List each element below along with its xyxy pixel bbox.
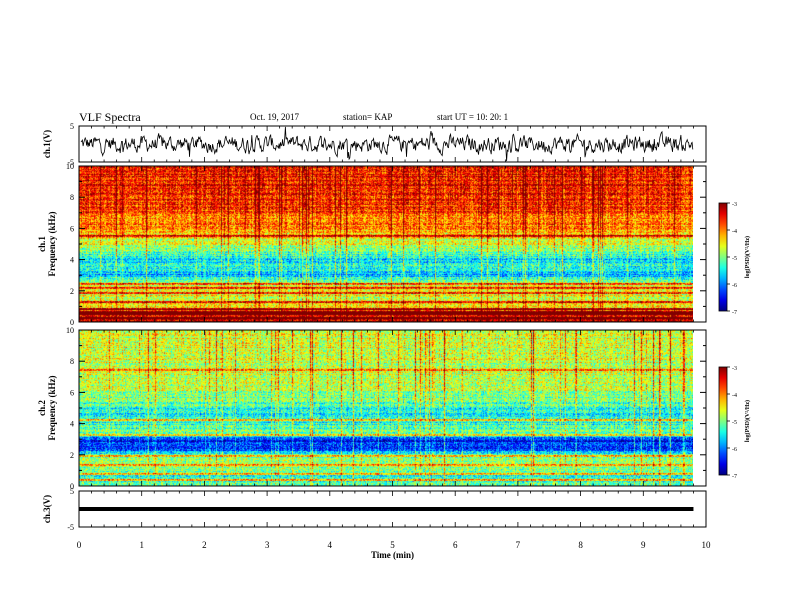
ch2-spectrogram-ytick-label: 2 (70, 451, 74, 460)
axis-ticks (78, 125, 707, 528)
station-label: station= KAP (343, 112, 393, 122)
ch2-spectrogram-ytick-label: 8 (70, 357, 74, 366)
ch1-spectrogram-colorbar-tick-label: -6 (732, 283, 737, 289)
observation-date: Oct. 19, 2017 (250, 112, 299, 122)
xtick-label: 7 (516, 540, 521, 550)
ch2-spectrogram-colorbar-tick-label: -3 (732, 366, 737, 372)
ch3-waveform-ytick-label: 5 (70, 487, 74, 496)
ch1-spectrogram-ytick-label: 8 (70, 193, 74, 202)
ch1-waveform-ytick-label: 5 (70, 122, 74, 131)
ch1-spectrogram-colorbar-tick-label: -7 (732, 310, 737, 316)
ch1-spectrogram-colorbar (718, 202, 728, 312)
ch1-spectrogram-image (79, 166, 693, 322)
ch1-spectrogram-colorbar-label: log(PSD)(V²/Hz) (744, 236, 751, 278)
start-time-label: start UT = 10: 20: 1 (437, 112, 509, 122)
chart-title: VLF Spectra (79, 110, 141, 124)
x-axis-label: Time (min) (371, 550, 414, 560)
ch2-spectrogram-ylabel: ch.2 (37, 400, 47, 416)
colorbars: -3 -4 -5 -6 -7 log(PSD)(V²/Hz) -3 -4 -5 -6 -7 log(P… (718, 202, 751, 480)
ch2-spectrogram-colorbar-label: log(PSD)(V²/Hz) (744, 400, 751, 442)
spectrogram-images (79, 166, 693, 486)
waveform-traces (79, 126, 694, 511)
ch2-spectrogram-ytick-label: 0 (70, 482, 74, 491)
ch1-waveform-trace (80, 126, 694, 162)
ch1-spectrogram-colorbar-tick-label: -3 (732, 202, 737, 208)
xtick-label: 9 (641, 540, 646, 550)
xtick-label: 1 (139, 540, 144, 550)
xtick-label: 0 (77, 540, 82, 550)
ch1-waveform-ylabel: ch.1(V) (42, 130, 52, 158)
ch1-spectrogram-colorbar-tick-label: -5 (732, 256, 737, 262)
ch1-waveform-ytick-label: -5 (67, 158, 74, 167)
xtick-label: 5 (390, 540, 395, 550)
ch2-spectrogram-ytick-label: 4 (70, 420, 74, 429)
ch1-spectrogram-ytick-label: 0 (70, 318, 74, 327)
ch1-spectrogram-ylabel: ch.1 (37, 236, 47, 252)
xtick-label: 3 (265, 540, 270, 550)
xtick-label: 8 (578, 540, 583, 550)
ch2-spectrogram-colorbar-tick-label: -4 (732, 393, 737, 399)
ch2-spectrogram-ytick-label: 10 (66, 326, 74, 335)
xtick-label: 10 (702, 540, 712, 550)
ch1-spectrogram-ytick-label: 6 (70, 224, 74, 233)
ch2-spectrogram-colorbar-tick-label: -5 (732, 420, 737, 426)
ch1-spectrogram-ytick-label: 10 (66, 162, 74, 171)
ch2-spectrogram-colorbar (718, 366, 728, 476)
ch2-spectrogram-ylabel: Frequency (kHz) (47, 375, 57, 440)
xtick-label: 2 (202, 540, 207, 550)
ch2-spectrogram-ytick-label: 6 (70, 388, 74, 397)
ch2-spectrogram-colorbar-tick-label: -7 (732, 474, 737, 480)
ch1-spectrogram-colorbar-tick-label: -4 (732, 229, 737, 235)
ch3-waveform-ylabel: ch.3(V) (42, 495, 52, 523)
ch2-spectrogram-image (79, 330, 693, 486)
xtick-label: 4 (328, 540, 333, 550)
ch1-spectrogram-ylabel: Frequency (kHz) (47, 211, 57, 276)
ch1-spectrogram-ytick-label: 2 (70, 287, 74, 296)
ch1-spectrogram-ytick-label: 4 (70, 256, 74, 265)
xtick-label: 6 (453, 540, 458, 550)
ch3-waveform-ytick-label: -5 (67, 523, 74, 532)
ch2-spectrogram-colorbar-tick-label: -6 (732, 447, 737, 453)
